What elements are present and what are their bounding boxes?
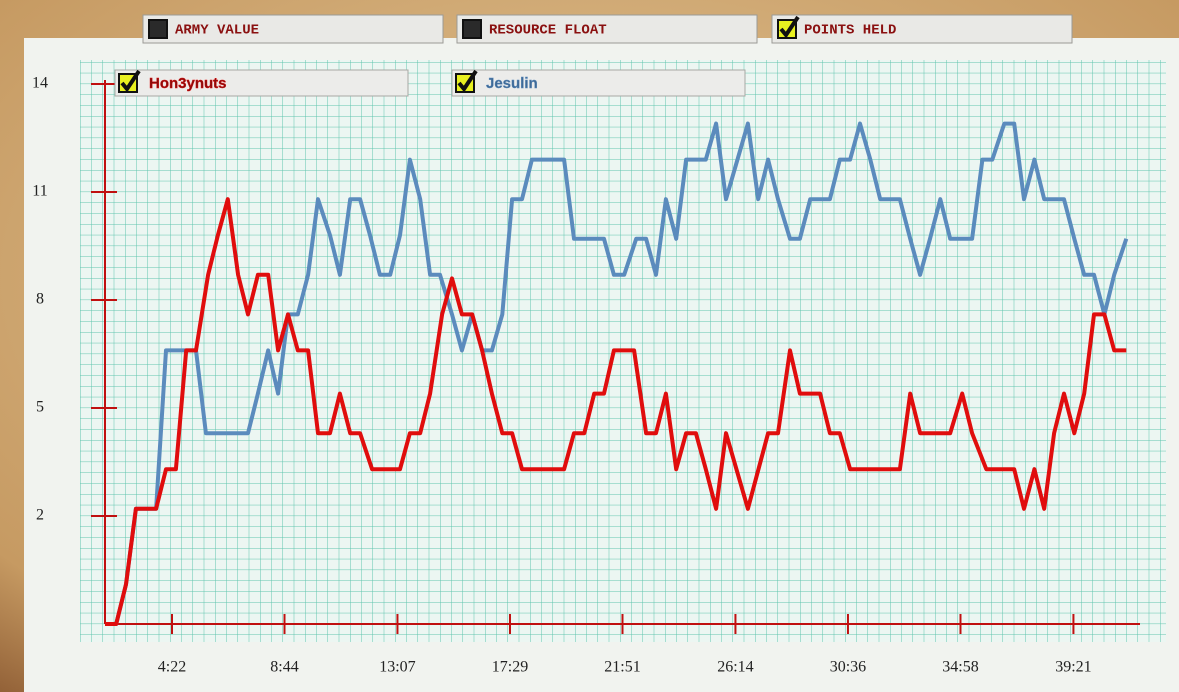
tab-checkbox[interactable]: [148, 19, 168, 39]
x-tick-label: 17:29: [492, 659, 528, 676]
y-tick-label: 8: [36, 291, 44, 308]
x-tick-label: 8:44: [270, 659, 298, 676]
tab-label: RESOURCE FLOAT: [489, 23, 607, 39]
x-tick-label: 13:07: [379, 659, 415, 676]
y-tick-label: 11: [32, 183, 47, 200]
tab-label: ARMY VALUE: [175, 23, 259, 39]
tab[interactable]: [456, 14, 758, 44]
legend-tab[interactable]: [451, 69, 746, 97]
legend-checkbox-check: [457, 69, 478, 93]
tab-checkbox[interactable]: [462, 19, 482, 39]
x-tick-label: 34:58: [942, 659, 978, 676]
legend-label: Hon3ynuts: [149, 75, 227, 92]
legend-checkbox-check: [120, 69, 141, 93]
x-tick-label: 30:36: [830, 659, 866, 676]
x-tick-label: 39:21: [1055, 659, 1091, 676]
x-tick-label: 4:22: [158, 659, 186, 676]
y-tick-label: 2: [36, 507, 44, 524]
series-line: [105, 197, 1127, 626]
x-tick-label: 21:51: [604, 659, 640, 676]
legend-tab[interactable]: [114, 69, 409, 97]
x-tick-label: 26:14: [717, 659, 753, 676]
tab[interactable]: [771, 14, 1073, 44]
y-tick-label: 14: [32, 75, 48, 92]
legend-label: Jesulin: [486, 75, 538, 92]
tab[interactable]: [142, 14, 444, 44]
tab-checkbox-check: [779, 15, 800, 39]
series-line: [105, 121, 1129, 626]
y-tick-label: 5: [36, 399, 44, 416]
tab-label: POINTS HELD: [804, 23, 896, 39]
